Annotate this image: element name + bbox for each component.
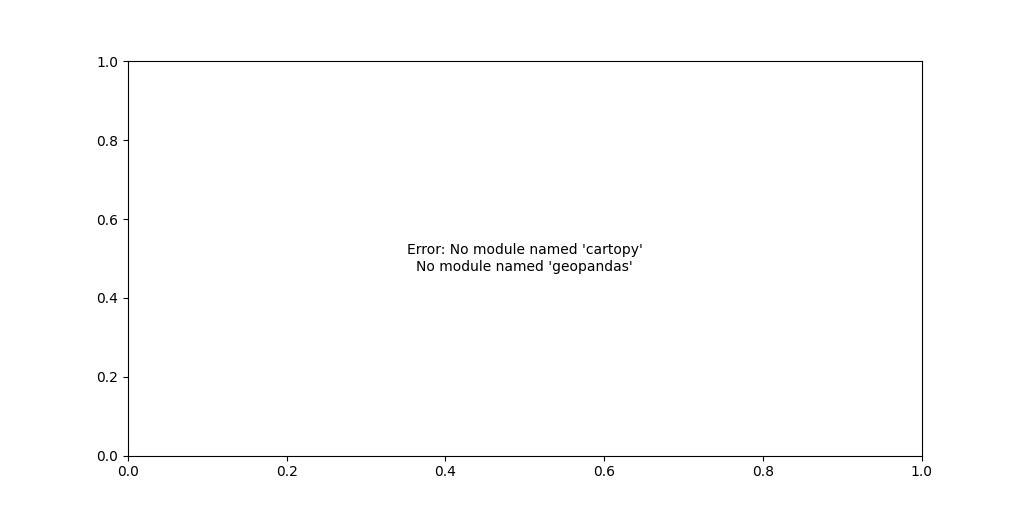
Text: Error: No module named 'cartopy'
No module named 'geopandas': Error: No module named 'cartopy' No modu… xyxy=(407,244,643,273)
